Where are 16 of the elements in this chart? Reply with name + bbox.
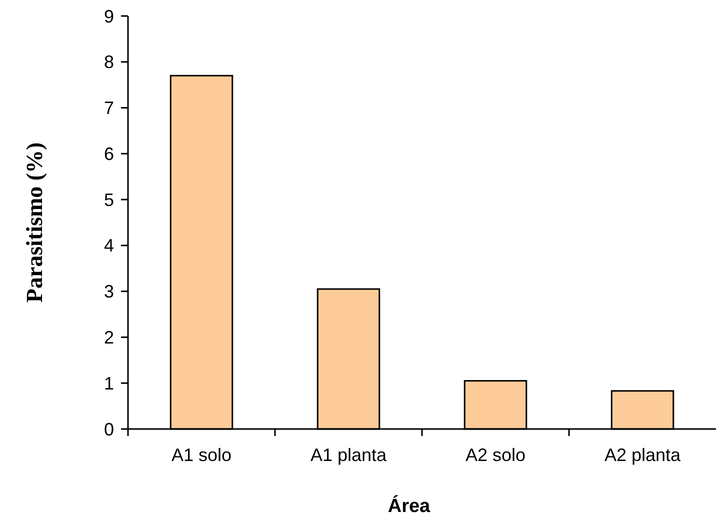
y-tick-label: 7 (104, 98, 114, 118)
y-tick-label: 9 (104, 6, 114, 26)
y-tick-label: 4 (104, 236, 114, 256)
y-tick-label: 0 (104, 419, 114, 440)
y-tick-label: 8 (104, 52, 114, 72)
y-tick-label: 1 (104, 373, 114, 394)
y-axis-title: Parasitismo (%) (22, 142, 47, 303)
x-tick-label: A1 solo (171, 445, 232, 465)
y-tick-label: 3 (104, 282, 114, 302)
x-axis-title: Área (388, 495, 431, 517)
y-tick-label: 5 (104, 190, 114, 210)
x-tick-label: A2 planta (604, 445, 682, 465)
x-tick-label: A2 solo (465, 445, 526, 465)
y-tick-label: 6 (104, 144, 114, 164)
x-tick-label: A1 planta (310, 445, 388, 465)
y-tick-label: 2 (104, 328, 114, 348)
